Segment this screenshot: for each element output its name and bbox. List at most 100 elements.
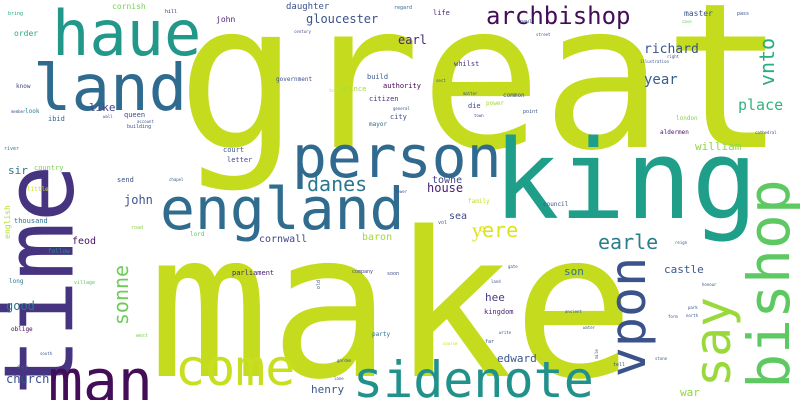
word-member: member (11, 109, 26, 114)
word-little: little (27, 186, 49, 193)
word-citizen: citizen (369, 95, 399, 103)
word-tower: tower (395, 189, 408, 194)
word-oblige: oblige (11, 326, 33, 333)
word-come: come (175, 339, 296, 397)
word-hill: hill (165, 9, 178, 15)
word-town: town (474, 113, 484, 118)
word-like: like (89, 101, 116, 114)
word-john-1: john (124, 193, 153, 207)
word-build: build (367, 73, 389, 81)
word-road: road (131, 225, 144, 231)
word-paul: paul (520, 19, 533, 25)
word-bishop: bishop (734, 179, 800, 389)
word-country: country (34, 164, 64, 172)
word-park: park (688, 305, 698, 310)
word-sir: sir (8, 164, 28, 177)
word-century: century (294, 29, 311, 34)
word-account: account (137, 119, 154, 124)
word-man: man (48, 347, 153, 400)
word-mile: mile (593, 349, 599, 359)
word-cornwall: cornwall (259, 234, 308, 245)
word-life: life (433, 9, 450, 17)
word-aldermen: aldermen (660, 129, 689, 136)
word-river: river (4, 146, 20, 152)
word-castle: castle (664, 263, 704, 276)
word-south: south (40, 351, 53, 356)
word-letter: letter (227, 156, 253, 164)
word-sea: sea (449, 211, 468, 222)
word-war: war (680, 386, 700, 399)
word-tell: tell (613, 362, 626, 368)
word-mayor: mayor (369, 121, 388, 128)
word-order: order (14, 29, 39, 38)
word-point: point (523, 109, 539, 115)
word-form: form (668, 314, 678, 319)
word-master: master (684, 9, 713, 18)
word-honour: honour (702, 282, 717, 287)
word-party: party (372, 331, 391, 338)
word-look: look (25, 108, 40, 115)
word-stone: stone (655, 356, 668, 361)
word-richard: richard (644, 42, 699, 57)
word-queen: queen (124, 111, 146, 119)
word-prince: prince (341, 85, 367, 93)
word-danes: danes (307, 172, 368, 196)
word-henry: henry (311, 383, 345, 396)
word-ibid: ibid (48, 115, 65, 123)
word-power: power (486, 100, 505, 107)
word-regard: regard (394, 5, 413, 11)
word-family: family (468, 198, 490, 205)
word-ancient: ancient (565, 309, 582, 314)
word-sonne: sonne (109, 264, 134, 326)
word-tuto: tuto (329, 88, 339, 93)
word-street: street (536, 32, 551, 37)
word-general: general (393, 106, 410, 111)
word-thousand: thousand (14, 217, 48, 225)
word-send: send (117, 176, 134, 184)
word-write: write (499, 330, 512, 335)
word-authority: authority (383, 82, 421, 90)
word-vpon: vpon (599, 256, 658, 378)
word-garden: garden (337, 358, 352, 363)
word-edward: edward (497, 352, 537, 365)
word-daughter: daughter (286, 2, 330, 12)
word-kingdom: kingdom (484, 308, 514, 316)
word-cornish: cornish (112, 2, 146, 11)
word-england: england (160, 175, 405, 243)
word-parliament: parliament (232, 269, 275, 277)
word-land: land (33, 52, 188, 126)
word-council: council (543, 201, 569, 208)
word-earl: earl (398, 33, 427, 47)
word-course: course (443, 341, 458, 346)
word-yere: yͤere (472, 218, 519, 242)
word-good: good (6, 299, 35, 313)
word-person: person (292, 123, 502, 191)
word-follow: follow (48, 248, 70, 255)
word-building: building (127, 124, 152, 130)
word-sidenote: sidenote (353, 351, 594, 400)
word-say: say (684, 296, 743, 388)
word-west: west (136, 333, 149, 339)
word-die: die (468, 102, 481, 110)
word-gate: gate (508, 264, 518, 269)
word-william: william (695, 140, 742, 153)
word-lord: lord (190, 231, 205, 238)
word-water: water (583, 325, 596, 330)
word-case: case (682, 19, 692, 24)
word-towne: towne (432, 175, 463, 186)
word-land-small: land (491, 279, 501, 284)
word-day: day (17, 364, 28, 371)
word-illustration: illustration (640, 59, 669, 64)
word-far: far (485, 339, 495, 345)
word-government: government (276, 76, 313, 83)
word-pass: pass (737, 11, 750, 17)
word-wall: wall (103, 114, 113, 119)
word-old: old (316, 279, 323, 290)
word-house: house (427, 181, 464, 195)
word-cathedral: cathedral (755, 130, 777, 135)
word-reign: reign (675, 240, 688, 245)
word-soon: soon (387, 271, 400, 277)
word-son: son (564, 265, 584, 278)
word-vnto: vnto (755, 37, 780, 87)
